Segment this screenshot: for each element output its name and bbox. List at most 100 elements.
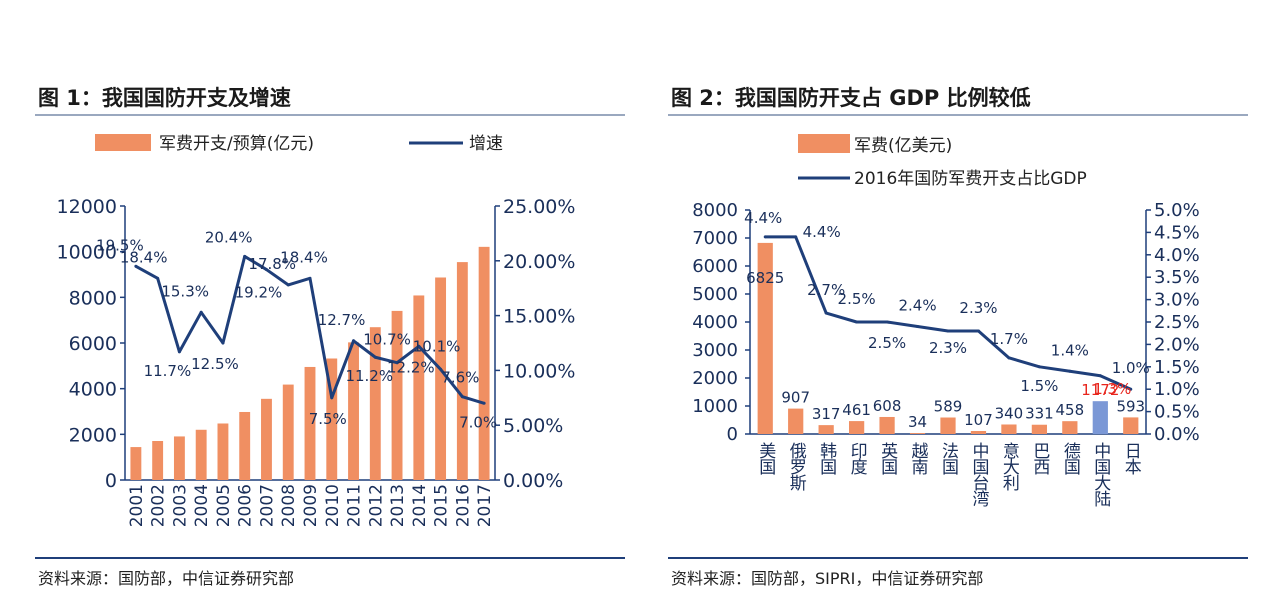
gdp-share-point (824, 311, 828, 315)
growth-data-label: 7.5% (309, 410, 347, 428)
growth-data-label: 12.7% (318, 311, 366, 329)
gdp-share-data-label: 1.7% (990, 330, 1028, 348)
gdp-share-data-label: 1.3% (1093, 380, 1131, 398)
gdp-share-point (1098, 374, 1102, 378)
growth-point (308, 276, 312, 280)
gdp-share-data-label: 4.4% (803, 223, 841, 241)
x-tick-label: 巴西 (1029, 442, 1049, 475)
x-tick-label: 韩国 (816, 442, 837, 475)
bar-中国台湾 (970, 431, 987, 434)
y-right-tick-label: 5.00% (503, 415, 563, 437)
source-note: 资料来源：国防部，中信证券研究部 (38, 569, 295, 588)
bar-value-label: 1172 (1081, 381, 1119, 399)
legend-label-line: 2016年国防军费开支占比GDP (854, 169, 1087, 189)
bar-中国大陆 (1092, 401, 1108, 434)
growth-data-label: 19.2% (235, 284, 283, 302)
growth-data-label: 10.7% (363, 331, 411, 349)
legend-bar-swatch (95, 134, 151, 151)
bar-2005 (217, 423, 229, 480)
growth-data-label: 18.4% (280, 248, 328, 266)
bar-2016 (456, 262, 468, 480)
y-left-tick-label: 7000 (692, 228, 738, 249)
growth-point (417, 344, 421, 348)
x-tick-label: 2005 (214, 484, 234, 527)
gdp-share-data-label: 2.3% (929, 339, 967, 357)
growth-point (264, 268, 268, 272)
bar-意大利 (1001, 424, 1017, 434)
chart-1-canvas: 军费开支/预算(亿元) 增速 0 2000 4000 6000 8000 10000 12000… (57, 134, 575, 527)
growth-point (177, 350, 181, 354)
y-left-tick-label: 2000 (69, 424, 117, 446)
x-tick-label: 2001 (127, 484, 147, 527)
y-left-tick-label: 3000 (692, 340, 738, 361)
y-left-tick-label: 1000 (692, 396, 738, 417)
y-left-tick-label: 6000 (69, 333, 117, 355)
y-right-tick-label: 0.0% (1154, 424, 1200, 445)
growth-point (373, 355, 377, 359)
bar-value-label: 461 (842, 401, 871, 419)
bar-2017 (478, 246, 490, 480)
growth-data-label: 19.5% (96, 236, 144, 254)
x-tick-label: 法国 (938, 442, 959, 475)
bar-value-label: 340 (995, 404, 1024, 422)
growth-data-label: 11.2% (345, 367, 393, 385)
y-left-tick-label: 10000 (57, 242, 117, 264)
growth-point (134, 264, 138, 268)
x-tick-label: 德国 (1060, 442, 1081, 475)
gdp-share-point (794, 235, 798, 239)
x-tick-label: 意大利 (999, 442, 1020, 491)
x-tick-label: 日本 (1121, 442, 1142, 475)
growth-point (395, 361, 399, 365)
y-left-tick-label: 0 (727, 424, 738, 445)
bar-value-label: 317 (812, 405, 841, 423)
bar-印度 (849, 421, 865, 434)
bar-value-label: 34 (908, 413, 927, 431)
growth-data-label: 20.4% (205, 228, 253, 246)
bar-越南 (909, 433, 926, 434)
legend-label-bar: 军费(亿美元) (854, 136, 952, 156)
gdp-share-point (946, 329, 950, 333)
chart-2-canvas: 军费(亿美元) 2016年国防军费开支占比GDP 0 1000 2000 3000 4000… (692, 134, 1200, 508)
y-right-tick-label: 2.5% (1154, 312, 1200, 333)
bar-value-label: 608 (873, 397, 902, 415)
bar-巴西 (1031, 424, 1047, 434)
bar-2012 (369, 327, 381, 480)
bar-value-label: 6825 (746, 269, 784, 287)
bar-美国 (757, 242, 773, 434)
bar-2002 (152, 441, 164, 480)
bar-2006 (239, 411, 251, 480)
x-tick-label: 2011 (345, 484, 365, 527)
x-tick-label: 2016 (453, 484, 473, 527)
bar-2014 (413, 295, 425, 480)
legend-label-line: 增速 (469, 134, 503, 154)
bar-俄罗斯 (788, 408, 804, 434)
bar-2008 (282, 384, 294, 480)
gdp-share-point (855, 320, 859, 324)
y-left-tick-label: 2000 (692, 368, 738, 389)
growth-point (352, 339, 356, 343)
y-right-tick-label: 4.5% (1154, 222, 1200, 243)
growth-point (330, 396, 334, 400)
source-divider (35, 557, 625, 559)
legend-bar-swatch (798, 134, 850, 153)
bar-value-label: 593 (1116, 397, 1145, 415)
gdp-share-data-label: 1.5% (1020, 377, 1058, 395)
chart-panel-defense-gdp: 图 2：我国国防开支占 GDP 比例较低 军费(亿美元) 2016年国防军费开支占… (668, 60, 1248, 605)
growth-point (482, 401, 486, 405)
y-right-tick-label: 0.00% (503, 470, 563, 492)
x-tick-label: 2015 (432, 484, 452, 527)
gdp-share-point (916, 324, 920, 328)
gdp-share-data-label: 2.7% (807, 281, 845, 299)
bar-2004 (195, 429, 207, 480)
bar-日本 (1123, 417, 1139, 434)
x-tick-label: 2009 (301, 484, 321, 527)
bar-value-label: 107 (964, 411, 993, 429)
y-right-tick-label: 1.0% (1154, 379, 1200, 400)
x-tick-label: 越南 (908, 442, 929, 475)
bar-2010 (326, 358, 338, 480)
growth-data-label: 12.5% (191, 355, 239, 373)
growth-point (243, 254, 247, 258)
x-tick-label: 俄罗斯 (786, 442, 807, 492)
gdp-share-point (1007, 356, 1011, 360)
y-right-tick-label: 3.0% (1154, 290, 1200, 311)
